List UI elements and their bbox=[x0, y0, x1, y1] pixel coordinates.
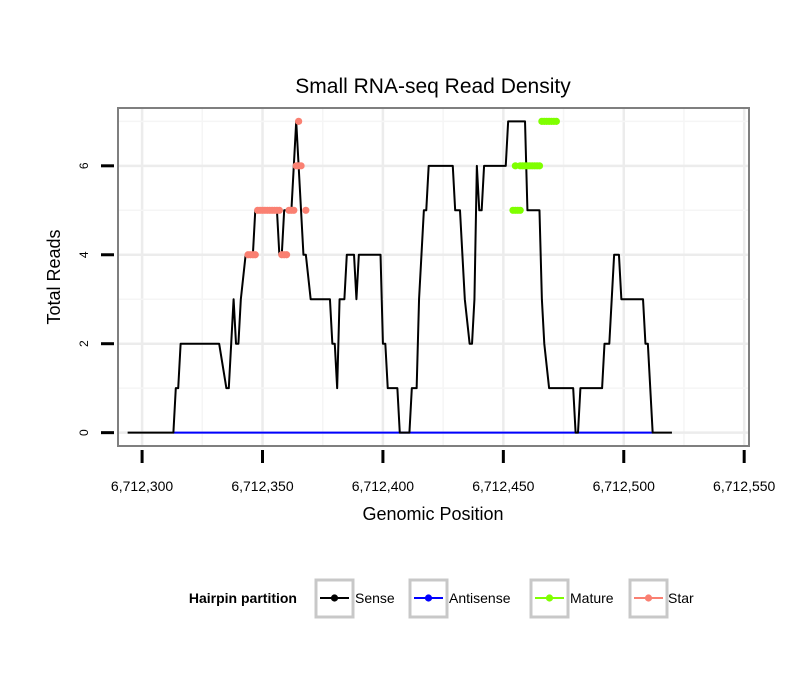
chart-title: Small RNA-seq Read Density bbox=[295, 75, 571, 98]
legend-label-antisense: Antisense bbox=[449, 590, 511, 606]
point-mature bbox=[535, 162, 544, 170]
point-star bbox=[302, 206, 310, 214]
x-tick-label: 6,712,350 bbox=[231, 478, 293, 494]
point-star bbox=[275, 206, 283, 214]
point-star bbox=[295, 117, 303, 125]
y-tick-label: 4 bbox=[77, 251, 91, 258]
x-tick-label: 6,712,550 bbox=[713, 478, 775, 494]
series-line-sense bbox=[127, 120, 672, 434]
x-axis-label: Genomic Position bbox=[362, 504, 503, 524]
axes: 6,712,300 6,712,350 6,712,400 6,712,450 6,71… bbox=[77, 162, 776, 494]
x-tick-label: 6,712,400 bbox=[352, 478, 414, 494]
point-star bbox=[297, 162, 305, 170]
legend-label-star: Star bbox=[668, 590, 694, 606]
y-tick-label: 2 bbox=[77, 340, 91, 347]
y-axis-label: Total Reads bbox=[44, 229, 64, 324]
legend-point-mature bbox=[545, 594, 554, 602]
legend-label-sense: Sense bbox=[355, 590, 395, 606]
legend: Hairpin partition Sense Antisense Mature St… bbox=[189, 578, 694, 619]
point-star bbox=[290, 206, 298, 214]
legend-point-antisense bbox=[424, 594, 433, 602]
y-tick-label: 0 bbox=[77, 429, 91, 436]
legend-title: Hairpin partition bbox=[189, 590, 297, 606]
x-tick-label: 6,712,300 bbox=[111, 478, 173, 494]
legend-label-mature: Mature bbox=[570, 590, 614, 606]
x-tick-label: 6,712,500 bbox=[593, 478, 655, 494]
plot-points bbox=[244, 117, 560, 259]
legend-point-star bbox=[644, 594, 653, 602]
point-mature bbox=[516, 206, 524, 214]
x-tick-label: 6,712,450 bbox=[472, 478, 534, 494]
y-tick-label: 6 bbox=[77, 162, 91, 169]
point-mature bbox=[552, 117, 560, 125]
legend-point-sense bbox=[330, 594, 339, 602]
point-star bbox=[251, 251, 259, 259]
point-star bbox=[282, 251, 291, 259]
plot-lines bbox=[127, 120, 672, 434]
plot-border bbox=[117, 107, 750, 447]
